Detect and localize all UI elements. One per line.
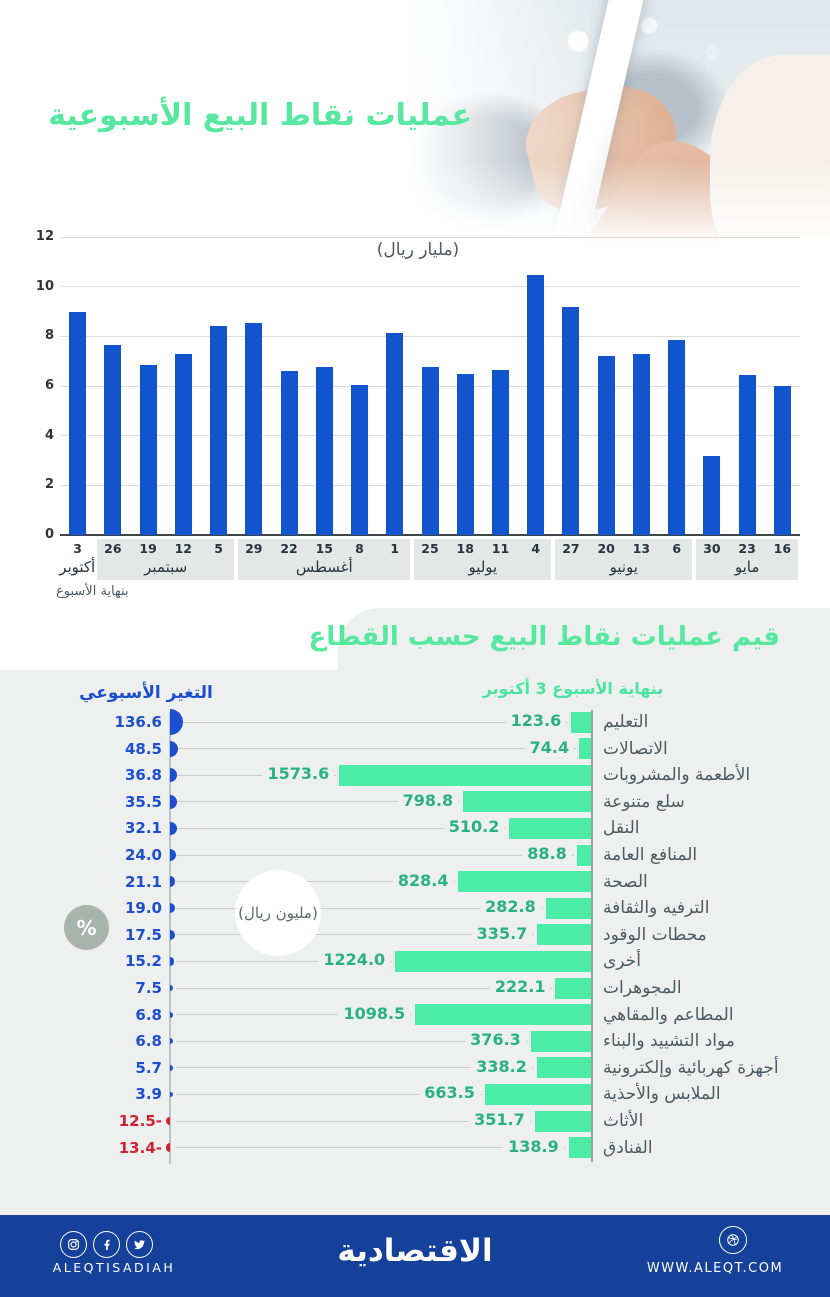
gridline-y10 (60, 286, 800, 288)
weekly-change-header: التغير الأسبوعي (79, 683, 213, 703)
week-label: 11 (491, 541, 510, 556)
month-box-يونيو (555, 539, 693, 580)
bar-week-15 (315, 367, 333, 535)
bar-week-13 (632, 353, 650, 535)
bar-week-8 (351, 384, 369, 535)
week-label: 25 (421, 541, 439, 556)
bar-week-23 (738, 374, 756, 535)
bar-week-16 (773, 386, 791, 535)
bar-week-20 (597, 356, 615, 535)
week-label: 8 (355, 541, 364, 556)
month-label-أغسطس: أغسطس (295, 558, 353, 576)
month-box-أغسطس (238, 539, 411, 580)
month-box-سبتمبر (97, 539, 235, 580)
facebook-icon (93, 1231, 120, 1258)
bar-week-4 (527, 275, 545, 535)
month-label-يونيو: يونيو (609, 558, 638, 576)
bar-week-11 (491, 369, 509, 535)
footer-bar: ALEQTISADIAH الاقتصادية WWW.ALEQT.COM (0, 1215, 830, 1297)
month-label-مايو: مايو (734, 558, 760, 576)
y-axis-tick-6: 6 (44, 378, 54, 393)
week-label: 26 (104, 541, 122, 556)
week-label: 6 (672, 541, 682, 556)
y-axis-tick-0: 0 (44, 527, 54, 542)
sector-chart-subtitle: بنهاية الأسبوع 3 أكتوبر (482, 679, 664, 698)
week-label: 3 (73, 541, 82, 556)
twitter-icon (126, 1231, 153, 1258)
week-label: 1 (390, 541, 400, 556)
bar-week-18 (456, 373, 474, 535)
bar-week-6 (668, 340, 686, 535)
aleqtisadiah-logo: الاقتصادية (337, 1233, 493, 1269)
billion-riyal-unit-label: (مليار ريال) (376, 240, 460, 260)
bar-week-3 (69, 311, 87, 535)
bar-week-27 (562, 306, 580, 535)
million-riyal-unit-bubble: (مليون ريال) (235, 870, 321, 956)
instagram-icon (60, 1231, 87, 1258)
sector-panel (0, 670, 830, 1215)
gridline-y4 (60, 435, 800, 437)
week-label: 22 (280, 541, 298, 556)
week-label: 23 (738, 541, 756, 556)
gridline-y0 (60, 534, 800, 536)
sector-chart-title: قيم عمليات نقاط البيع حسب القطاع (308, 622, 780, 652)
bar-week-29 (245, 322, 263, 535)
y-axis-tick-10: 10 (35, 278, 54, 294)
gridline-y8 (60, 335, 800, 337)
week-label: 5 (214, 541, 223, 556)
week-label: 13 (632, 541, 651, 556)
week-label: 18 (456, 541, 474, 556)
bar-week-5 (210, 326, 228, 535)
week-label: 4 (531, 541, 541, 556)
month-box-مايو (696, 539, 798, 580)
month-label-يوليو: يوليو (468, 558, 498, 576)
photo-fade (410, 0, 830, 258)
gridline-y6 (60, 385, 800, 387)
month-label-سبتمبر: سبتمبر (144, 558, 188, 576)
y-axis-tick-8: 8 (44, 328, 54, 344)
week-label: 19 (139, 541, 157, 556)
header-photo (410, 0, 830, 258)
percent-badge: % (64, 905, 109, 950)
y-axis-tick-12: 12 (35, 229, 54, 244)
bar-week-26 (104, 345, 122, 535)
y-axis-tick-4: 4 (44, 427, 54, 443)
website-url: WWW.ALEQT.COM (646, 1261, 784, 1276)
bar-week-30 (703, 455, 721, 535)
month-label-أكتوبر: أكتوبر (59, 558, 96, 576)
week-label: 27 (562, 541, 580, 556)
social-handle: ALEQTISADIAH (52, 1260, 176, 1275)
week-label: 12 (174, 541, 193, 556)
gridline-y2 (60, 484, 800, 486)
y-axis-tick-2: 2 (44, 477, 54, 493)
week-end-footnote: بنهاية الأسبوع (56, 584, 129, 599)
bar-week-19 (139, 364, 157, 535)
week-label: 15 (315, 541, 333, 556)
bar-week-22 (280, 371, 298, 535)
week-label: 16 (773, 541, 792, 556)
page-title: عمليات نقاط البيع الأسبوعية (48, 98, 472, 133)
bar-week-25 (421, 367, 439, 535)
month-box-يوليو (414, 539, 552, 580)
dribbble-icon (719, 1226, 747, 1254)
bar-week-12 (174, 353, 192, 535)
week-label: 30 (703, 541, 721, 556)
bar-week-1 (386, 332, 404, 535)
week-label: 29 (245, 541, 263, 556)
week-label: 20 (597, 541, 615, 556)
